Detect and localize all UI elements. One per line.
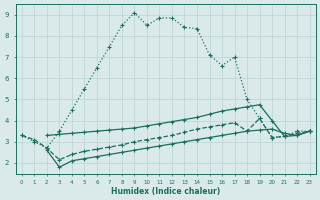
X-axis label: Humidex (Indice chaleur): Humidex (Indice chaleur) (111, 187, 220, 196)
